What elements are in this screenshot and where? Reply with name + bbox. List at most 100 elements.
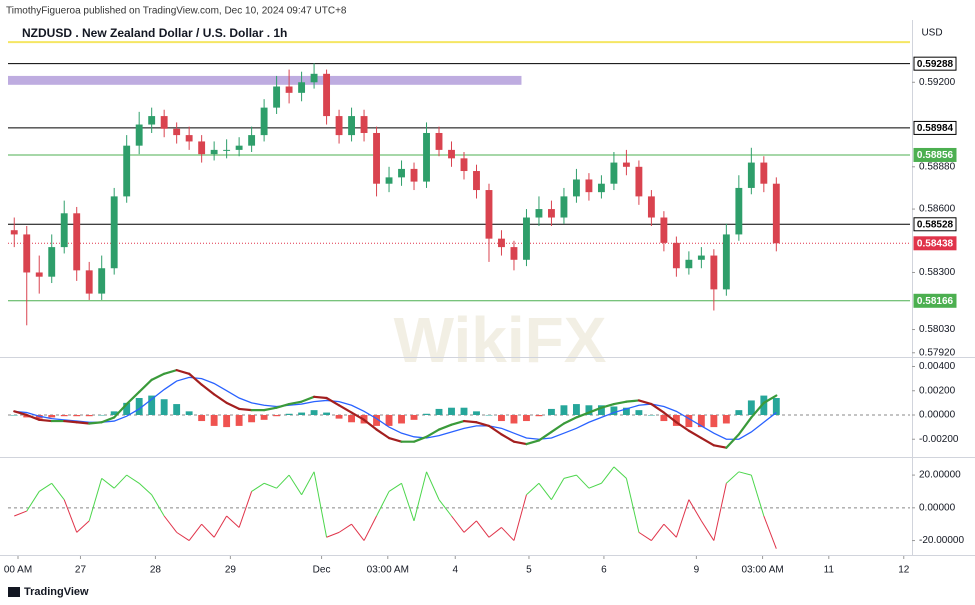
oscillator-segment: [713, 483, 727, 541]
candle-body: [223, 149, 231, 151]
candle-body: [535, 209, 543, 218]
candle-body: [60, 213, 68, 248]
histogram-bar: [98, 414, 106, 416]
oscillator-segment: [313, 471, 328, 538]
candle-body: [485, 190, 493, 239]
histogram-bar: [410, 414, 418, 420]
oscillator-segment: [763, 515, 777, 549]
histogram-bar: [73, 414, 81, 417]
oscillator-segment: [301, 471, 315, 495]
oscillator-segment: [663, 523, 677, 538]
macd-segment: [38, 418, 53, 423]
candle-body: [398, 168, 405, 178]
level-label: 0.59288: [917, 59, 954, 70]
macd-segment: [213, 393, 228, 404]
macd-segment: [587, 406, 603, 414]
oscillator-segment: [738, 471, 752, 476]
y-tick-label: -0.00200: [919, 434, 959, 445]
histogram-bar: [298, 412, 306, 415]
macd-segment: [487, 424, 503, 436]
candle-body: [722, 234, 730, 290]
oscillator-segment: [463, 520, 477, 533]
macd-segment: [375, 428, 391, 440]
histogram-bar: [148, 395, 156, 415]
histogram-bar: [85, 414, 93, 417]
oscillator-segment: [488, 527, 502, 538]
oscillator-segment: [151, 494, 165, 517]
oscillator-segment: [501, 527, 515, 541]
macd-segment: [200, 383, 216, 396]
x-tick-label: 03:00 AM: [367, 565, 409, 576]
candle-body: [635, 166, 643, 197]
histogram-bar: [373, 414, 380, 426]
y-tick-label: 0.59200: [919, 77, 956, 88]
oscillator-segment: [288, 474, 303, 495]
oscillator-segment: [376, 491, 390, 517]
y-tick-label: -20.00000: [919, 535, 964, 546]
level-label-box: [913, 56, 957, 71]
oscillator-segment: [276, 474, 290, 489]
candle-body: [435, 132, 443, 150]
oscillator-segment: [51, 482, 65, 500]
oscillator-segment: [476, 520, 490, 538]
oscillator-segment: [263, 482, 277, 489]
oscillator-segment: [438, 499, 452, 517]
histogram-bar: [710, 414, 718, 428]
level-label: 0.58166: [917, 296, 954, 307]
candle-body: [260, 107, 268, 136]
oscillator-segment: [538, 482, 552, 500]
candle-body: [198, 141, 206, 155]
oscillator-segment: [726, 471, 740, 484]
histogram-bar: [335, 414, 343, 419]
oscillator-segment: [700, 520, 715, 541]
candle-body: [560, 196, 568, 218]
candle-body: [148, 116, 156, 125]
macd-segment: [312, 395, 328, 400]
histogram-bar: [60, 414, 68, 417]
candle-body: [385, 177, 393, 184]
histogram-bar: [123, 402, 131, 415]
candle-body: [210, 149, 218, 155]
x-tick-label: 29: [225, 565, 237, 576]
histogram-bar: [510, 414, 518, 424]
x-tick-label: 03:00 AM: [741, 565, 783, 576]
level-label-box: [913, 293, 957, 308]
histogram-bar: [235, 414, 243, 426]
candle-body: [248, 135, 256, 146]
histogram-bar: [585, 405, 593, 415]
macd-segment: [637, 399, 653, 406]
histogram-bar: [310, 410, 318, 415]
oscillator-segment: [513, 494, 527, 541]
level-label: 0.58984: [917, 123, 954, 134]
oscillator-segment: [238, 491, 253, 528]
macd-segment: [525, 439, 541, 446]
oscillator-segment: [650, 523, 665, 541]
histogram-bar: [385, 414, 393, 426]
macd-segment: [300, 395, 316, 403]
macd-segment: [650, 402, 665, 414]
candle-body: [335, 116, 343, 136]
candle-body: [685, 259, 693, 269]
macd-segment: [737, 416, 753, 436]
macd-segment: [512, 440, 528, 446]
candle-body: [48, 247, 56, 277]
candle-body: [772, 183, 780, 244]
oscillator-segment: [26, 491, 40, 512]
oscillator-segment: [351, 523, 365, 541]
oscillator-segment: [675, 499, 690, 538]
macd-segment: [238, 407, 253, 412]
macd-segment: [750, 401, 765, 419]
oscillator-segment: [601, 466, 615, 484]
histogram-bar: [48, 414, 56, 418]
macd-segment: [437, 423, 453, 431]
oscillator-segment: [588, 482, 602, 489]
macd-segment: [13, 410, 28, 417]
candle-body: [73, 213, 81, 271]
histogram-bar: [697, 414, 705, 428]
candle-body: [360, 116, 368, 133]
histogram-bar: [523, 414, 530, 422]
macd-segment: [575, 411, 591, 419]
macd-segment: [337, 404, 353, 414]
macd-segment: [225, 401, 241, 411]
candle-body: [135, 124, 143, 146]
